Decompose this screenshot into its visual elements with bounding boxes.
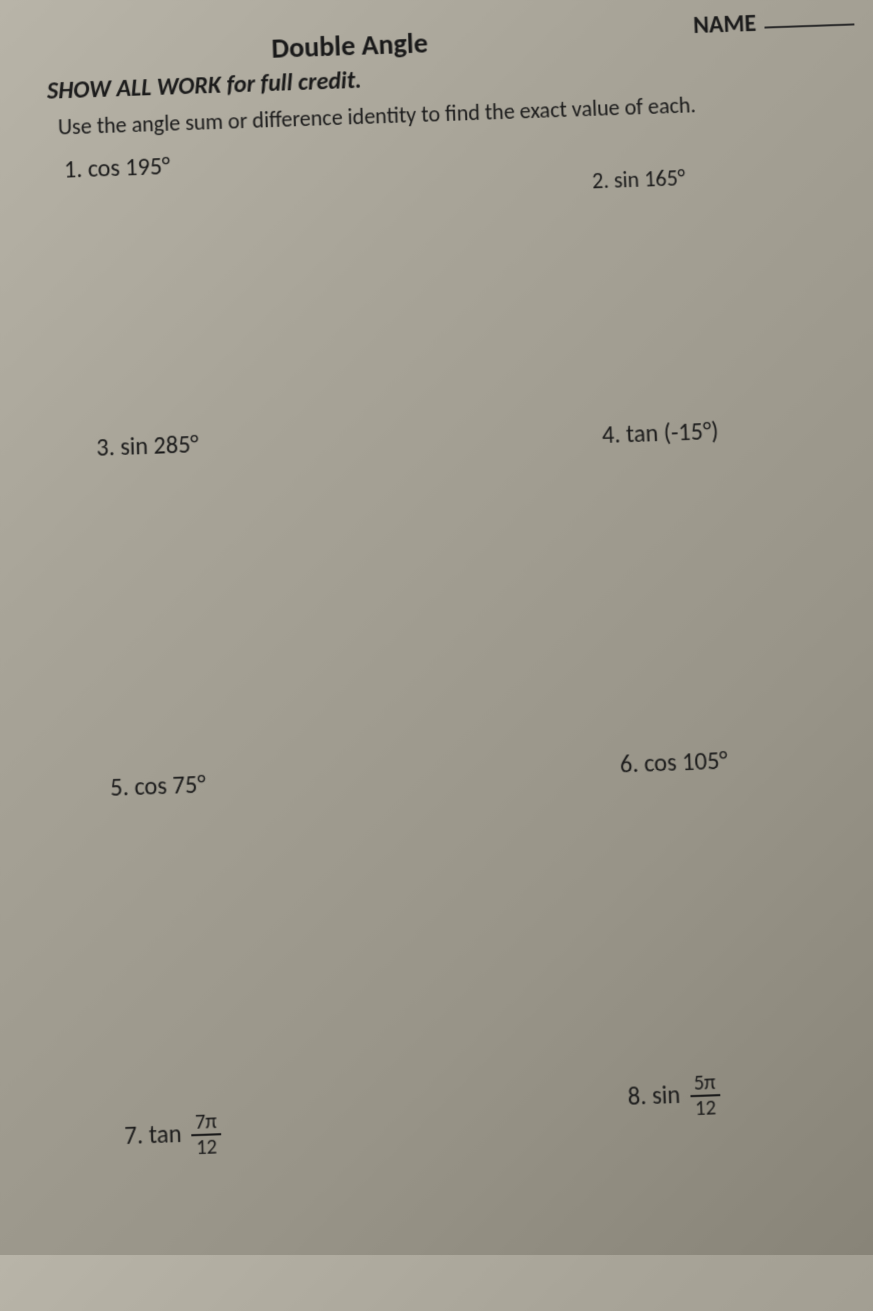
problem-number: 4. bbox=[601, 420, 621, 450]
problem-text: cos 105° bbox=[643, 746, 728, 779]
problem-number: 8. bbox=[627, 1081, 647, 1112]
name-label: NAME bbox=[693, 9, 757, 40]
problem-text: sin 165° bbox=[613, 164, 685, 194]
problem-4: 4. tan (-15°) bbox=[601, 416, 719, 450]
problem-number: 1. bbox=[64, 155, 83, 185]
problem-number: 7. bbox=[124, 1120, 144, 1151]
problem-text: tan (-15°) bbox=[625, 416, 719, 449]
problem-text: cos 195° bbox=[87, 152, 170, 184]
fraction-numerator: 5π bbox=[689, 1071, 720, 1097]
problem-text: cos 75° bbox=[134, 770, 206, 803]
worksheet-page: Double Angle NAME SHOW ALL WORK for full… bbox=[0, 0, 873, 1311]
problem-6: 6. cos 105° bbox=[619, 746, 728, 780]
problem-func: tan bbox=[148, 1118, 182, 1150]
problem-3: 3. sin 285° bbox=[96, 430, 199, 463]
problem-text: sin 285° bbox=[120, 430, 199, 462]
problem-number: 6. bbox=[619, 749, 639, 780]
problem-7: 7. tan 7π 12 bbox=[124, 1110, 222, 1162]
fraction: 7π 12 bbox=[191, 1110, 222, 1160]
fraction-denominator: 12 bbox=[690, 1096, 721, 1120]
problem-func: sin bbox=[651, 1079, 681, 1111]
worksheet-title: Double Angle bbox=[271, 25, 429, 65]
problem-5: 5. cos 75° bbox=[110, 770, 206, 804]
problem-number: 5. bbox=[110, 772, 129, 803]
problems-area: 1. cos 195° 2. sin 165° 3. sin 285° 4. t… bbox=[33, 123, 873, 1238]
fraction-numerator: 7π bbox=[191, 1110, 222, 1136]
fraction-denominator: 12 bbox=[191, 1135, 222, 1159]
problem-1: 1. cos 195° bbox=[64, 152, 171, 185]
problem-2: 2. sin 165° bbox=[592, 164, 686, 194]
problem-8: 8. sin 5π 12 bbox=[627, 1071, 721, 1123]
fraction: 5π 12 bbox=[689, 1071, 721, 1121]
problem-number: 2. bbox=[592, 167, 610, 195]
problem-number: 3. bbox=[96, 433, 115, 463]
name-blank-line bbox=[764, 23, 854, 28]
name-field: NAME bbox=[693, 5, 855, 40]
